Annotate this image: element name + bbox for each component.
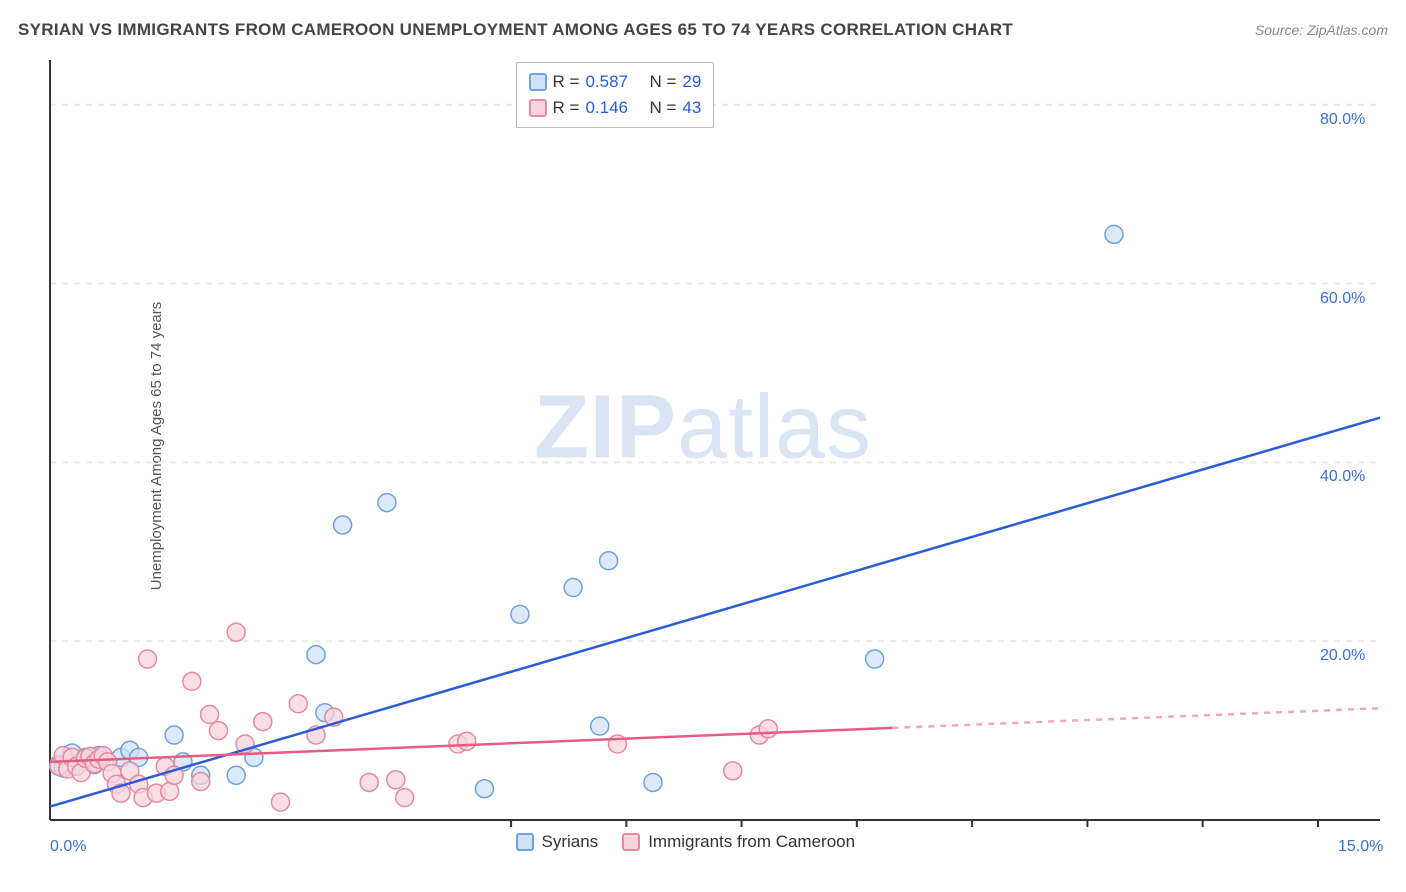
n-value: 29 [682,69,701,95]
r-label: R = [553,95,580,121]
chart-title: SYRIAN VS IMMIGRANTS FROM CAMEROON UNEMP… [18,20,1013,40]
x-tick-label: 15.0% [1338,838,1383,856]
r-value: 0.587 [585,69,628,95]
legend-label: Syrians [542,832,599,852]
legend-swatch [529,99,547,117]
r-label: R = [553,69,580,95]
r-value: 0.146 [585,95,628,121]
legend-swatch [622,833,640,851]
chart-container: SYRIAN VS IMMIGRANTS FROM CAMEROON UNEMP… [0,0,1406,892]
y-tick-label: 40.0% [1320,468,1365,486]
plot-svg [50,60,1380,820]
y-tick-label: 80.0% [1320,111,1365,129]
stats-legend-row: R = 0.146 N = 43 [529,95,702,121]
legend-swatch [529,73,547,91]
source-attribution: Source: ZipAtlas.com [1255,22,1388,38]
x-tick-label: 0.0% [50,838,86,856]
series-legend: Syrians Immigrants from Cameroon [516,832,856,852]
y-tick-label: 20.0% [1320,647,1365,665]
stats-legend-box: R = 0.587 N = 29 R = 0.146 N = 43 [516,62,715,128]
legend-item: Syrians [516,832,599,852]
plot-area [50,60,1380,820]
n-label: N = [649,69,676,95]
n-value: 43 [682,95,701,121]
stats-legend-row: R = 0.587 N = 29 [529,69,702,95]
n-label: N = [649,95,676,121]
legend-swatch [516,833,534,851]
y-tick-label: 60.0% [1320,290,1365,308]
legend-item: Immigrants from Cameroon [622,832,855,852]
legend-label: Immigrants from Cameroon [648,832,855,852]
